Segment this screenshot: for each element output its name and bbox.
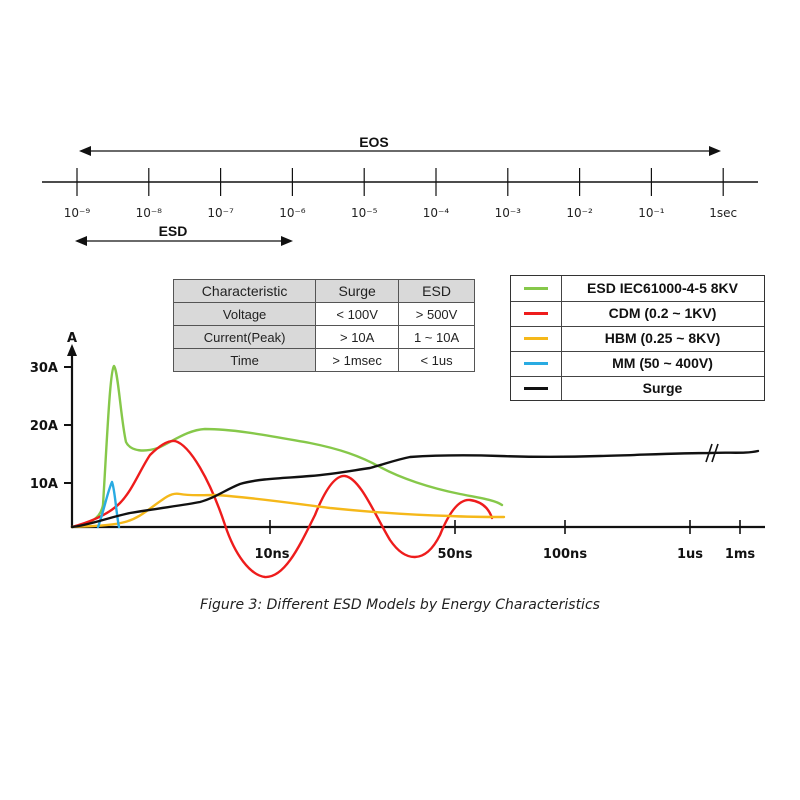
legend-swatch [524, 287, 548, 290]
cdm-curve [70, 439, 494, 579]
legend-swatch [524, 362, 548, 365]
timeline-tick-label: 10⁻⁴ [423, 206, 450, 220]
x-tick-label: 1us [677, 547, 703, 562]
timeline-tick-label: 10⁻⁵ [351, 206, 378, 220]
hbm-curve [70, 492, 506, 529]
esd-iec-curve [70, 364, 504, 529]
timeline-tick-label: 1sec [709, 206, 737, 220]
y-tick-label: 10A [30, 477, 58, 492]
legend-swatch [524, 337, 548, 340]
table-cell: > 500V [398, 302, 475, 326]
surge-curve [70, 449, 760, 529]
timeline-tick-label: 10⁻⁹ [64, 206, 91, 220]
y-axis-label: A [67, 331, 77, 346]
legend-label: ESD IEC61000-4-5 8KV [587, 280, 738, 296]
timeline-tick-label: 10⁻³ [495, 206, 522, 220]
timeline-tick-label: 10⁻⁶ [279, 206, 306, 220]
current-chart: A 30A 20A 10A 10ns 50ns 100ns 1us 1ms [30, 331, 765, 579]
eos-label: EOS [359, 134, 389, 150]
x-tick-label: 100ns [543, 547, 587, 562]
table-header-surge: Surge [315, 279, 400, 303]
table-cell: 1 ~ 10A [398, 325, 475, 349]
table-header-esd: ESD [398, 279, 475, 303]
legend-swatch [524, 387, 548, 390]
legend: ESD IEC61000-4-5 8KV CDM (0.2 ~ 1KV) HBM… [510, 275, 765, 401]
timeline-tick-label: 10⁻¹ [638, 206, 665, 220]
y-ticks: 30A 20A 10A [30, 361, 72, 492]
axis-break-mark [705, 443, 719, 463]
y-tick-label: 20A [30, 419, 58, 434]
table-cell: < 1us [398, 348, 475, 372]
esd-label: ESD [159, 223, 188, 239]
table-row: Time > 1msec < 1us [172, 348, 475, 372]
esd-range: ESD [75, 223, 293, 246]
legend-label: CDM (0.2 ~ 1KV) [608, 305, 717, 321]
table-cell: > 10A [315, 325, 400, 349]
x-tick-label: 1ms [725, 547, 756, 562]
legend-swatch [524, 312, 548, 315]
characteristics-table: Characteristic Surge ESD Voltage < 100V … [172, 279, 475, 372]
timeline-ticks: 10⁻⁹ 10⁻⁸ 10⁻⁷ 10⁻⁶ 10⁻⁵ 10⁻⁴ 10⁻³ 10⁻² 10⁻¹ 1sec [42, 168, 758, 220]
table-cell: > 1msec [315, 348, 400, 372]
legend-item-hbm: HBM (0.25 ~ 8KV) [511, 326, 764, 351]
axes: A [67, 331, 765, 529]
curves [70, 364, 760, 579]
timeline-tick-label: 10⁻⁷ [207, 206, 234, 220]
legend-item-mm: MM (50 ~ 400V) [511, 351, 764, 376]
eos-range: EOS [79, 134, 721, 156]
mm-curve [96, 480, 121, 529]
table-cell: Voltage [172, 302, 317, 326]
legend-divider [561, 276, 562, 400]
legend-label: MM (50 ~ 400V) [612, 355, 713, 371]
timeline: 10⁻⁹ 10⁻⁸ 10⁻⁷ 10⁻⁶ 10⁻⁵ 10⁻⁴ 10⁻³ 10⁻² 10⁻¹ 1sec… [42, 134, 758, 246]
y-axis-arrow [67, 344, 77, 356]
legend-item-surge: Surge [511, 376, 764, 401]
x-tick-label: 10ns [254, 547, 289, 562]
table-cell: Time [172, 348, 317, 372]
table-row: Current(Peak) > 10A 1 ~ 10A [172, 325, 475, 349]
timeline-tick-label: 10⁻⁸ [136, 206, 163, 220]
table-row: Voltage < 100V > 500V [172, 302, 475, 326]
timeline-tick-label: 10⁻² [566, 206, 593, 220]
figure-caption: Figure 3: Different ESD Models by Energy… [200, 597, 600, 613]
legend-item-cdm: CDM (0.2 ~ 1KV) [511, 301, 764, 326]
legend-item-esd-iec: ESD IEC61000-4-5 8KV [511, 276, 764, 301]
legend-label: HBM (0.25 ~ 8KV) [604, 330, 721, 346]
table-cell: Current(Peak) [172, 325, 317, 349]
y-tick-label: 30A [30, 361, 58, 376]
table-header-characteristic: Characteristic [172, 279, 317, 303]
table-cell: < 100V [315, 302, 400, 326]
x-tick-label: 50ns [437, 547, 472, 562]
legend-label: Surge [642, 380, 683, 396]
x-ticks: 10ns 50ns 100ns 1us 1ms [254, 520, 755, 562]
